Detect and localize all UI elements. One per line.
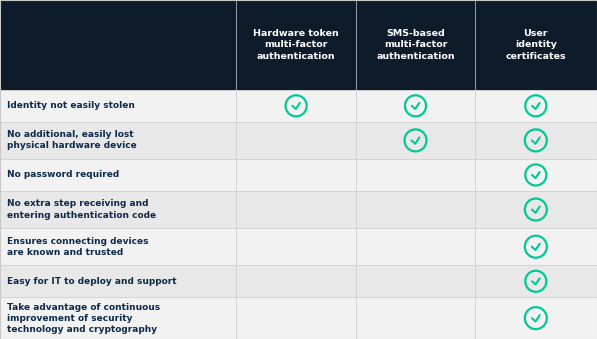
Bar <box>0 191 236 228</box>
Bar <box>236 90 356 122</box>
Bar <box>356 191 475 228</box>
Bar <box>356 265 475 297</box>
Text: No password required: No password required <box>7 171 119 179</box>
Bar <box>236 159 356 191</box>
Text: User
identity
certificates: User identity certificates <box>506 29 566 61</box>
Text: SMS-based
multi-factor
authentication: SMS-based multi-factor authentication <box>376 29 455 61</box>
Bar <box>475 159 597 191</box>
Bar <box>356 122 475 159</box>
Text: No additional, easily lost
physical hardware device: No additional, easily lost physical hard… <box>7 130 137 151</box>
Bar <box>236 191 356 228</box>
Bar <box>475 90 597 122</box>
Bar <box>475 228 597 265</box>
Text: Identity not easily stolen: Identity not easily stolen <box>7 101 135 110</box>
Bar <box>236 297 356 339</box>
Bar <box>0 159 236 191</box>
Bar <box>0 265 236 297</box>
Bar <box>356 228 475 265</box>
Bar <box>236 122 356 159</box>
Text: No extra step receiving and
entering authentication code: No extra step receiving and entering aut… <box>7 199 156 220</box>
Bar <box>0 122 236 159</box>
Bar <box>475 191 597 228</box>
Bar <box>236 0 356 90</box>
Bar <box>0 0 236 90</box>
Bar <box>475 265 597 297</box>
Bar <box>475 297 597 339</box>
Bar <box>0 297 236 339</box>
Text: Take advantage of continuous
improvement of security
technology and cryptography: Take advantage of continuous improvement… <box>7 302 160 334</box>
Bar <box>356 90 475 122</box>
Bar <box>236 228 356 265</box>
Text: Hardware token
multi-factor
authentication: Hardware token multi-factor authenticati… <box>253 29 339 61</box>
Bar <box>0 90 236 122</box>
Bar <box>356 297 475 339</box>
Bar <box>0 228 236 265</box>
Bar <box>475 122 597 159</box>
Text: Easy for IT to deploy and support: Easy for IT to deploy and support <box>7 277 177 286</box>
Bar <box>356 0 475 90</box>
Bar <box>475 0 597 90</box>
Bar <box>356 159 475 191</box>
Text: Ensures connecting devices
are known and trusted: Ensures connecting devices are known and… <box>7 237 149 257</box>
Bar <box>236 265 356 297</box>
